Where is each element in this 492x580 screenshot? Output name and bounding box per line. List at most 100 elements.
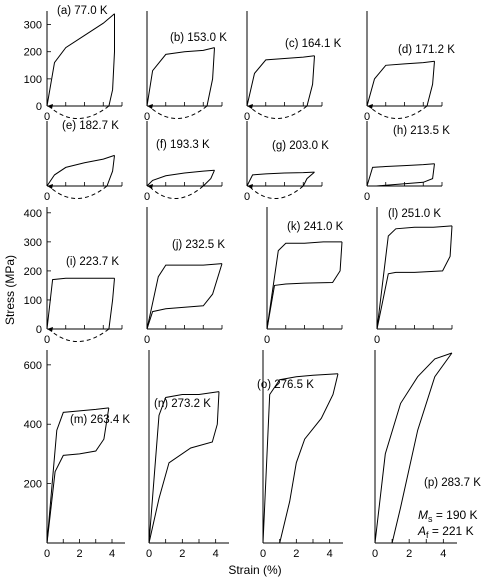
panel-p: 0 2 4 (p) 283.7 K — [372, 350, 481, 560]
panel-label: (g) 203.0 K — [272, 140, 329, 152]
loading-curve — [146, 47, 215, 107]
panel-label: (f) 193.3 K — [156, 139, 210, 151]
arrowhead — [47, 184, 53, 189]
recovery-curve — [150, 105, 208, 119]
x-tick-label: 2 — [179, 548, 185, 560]
unloading-curve — [302, 171, 315, 187]
arrowhead — [47, 104, 53, 109]
panel-g: 0 (g) 203.0 K — [244, 121, 329, 203]
x-tick-label: 0 — [364, 191, 370, 203]
annotation-ms: Ms = 190 K — [418, 508, 478, 524]
panel-label: (c) 164.1 K — [285, 38, 342, 50]
loading-curve — [46, 13, 115, 107]
y-axis-title: Stress (MPa) — [3, 255, 17, 325]
x-tick-label: 0 — [372, 548, 378, 560]
panel-label: (o) 276.5 K — [257, 379, 314, 391]
arrowhead — [247, 104, 253, 109]
loading-curve — [374, 352, 453, 544]
arrowhead — [147, 184, 153, 189]
arrowhead — [147, 104, 153, 109]
panel-label: (e) 182.7 K — [62, 120, 119, 132]
panel-label: (j) 232.5 K — [172, 239, 225, 251]
panel-label: (h) 213.5 K — [393, 125, 450, 137]
unloading-curve — [206, 47, 215, 107]
recovery-curve — [250, 105, 308, 119]
y-tick-label: 200 — [24, 266, 42, 278]
panel-f: 0 (f) 193.3 K — [144, 121, 223, 203]
panel-label: (b) 153.0 K — [170, 32, 227, 44]
loading-curve — [262, 373, 339, 544]
annotation-at: Af = 221 K — [417, 524, 474, 540]
y-tick-label: 100 — [24, 295, 42, 307]
arrowhead — [367, 104, 373, 109]
unloading-curve — [376, 163, 435, 187]
panel-h: 0 (h) 213.5 K — [364, 121, 450, 203]
loading-curve — [146, 263, 223, 330]
unloading-curve — [46, 407, 110, 544]
panel-n: 0 2 4 (n) 273.2 K — [146, 350, 229, 560]
y-tick-label: 0 — [36, 101, 42, 113]
unloading-curve — [426, 61, 435, 107]
panel-label: (l) 251.0 K — [388, 208, 441, 220]
x-tick-label: 4 — [327, 548, 333, 560]
loading-curve — [366, 60, 435, 107]
x-tick-label: 2 — [406, 548, 412, 560]
panel-label: (m) 263.4 K — [70, 414, 130, 426]
x-tick-label: 0 — [44, 548, 50, 560]
loading-curve — [146, 169, 215, 187]
x-tick-label: 0 — [364, 111, 370, 123]
panel-label: (a) 77.0 K — [57, 5, 108, 17]
loading-curve — [246, 171, 315, 187]
unloading-curve — [391, 352, 453, 544]
loading-curve — [366, 163, 435, 187]
panel-i: 0 100 200 300 400 0 (i) 223.7 K — [24, 207, 123, 346]
loading-curve — [246, 55, 315, 107]
x-tick-label: 0 — [260, 548, 266, 560]
y-tick-label: 400 — [24, 208, 42, 220]
panel-label: (d) 171.2 K — [398, 44, 455, 56]
panel-label: (i) 223.7 K — [66, 256, 119, 268]
x-tick-label: 0 — [244, 111, 250, 123]
x-tick-label: 2 — [293, 548, 299, 560]
loading-curve — [46, 154, 115, 187]
x-tick-label: 4 — [440, 548, 446, 560]
loading-curve — [376, 225, 453, 330]
x-tick-label: 0 — [244, 191, 250, 203]
x-tick-label: 0 — [44, 334, 50, 346]
panel-m: 200 400 600 0 2 4 (m) 263.4 K — [24, 350, 130, 560]
x-tick-label: 4 — [213, 548, 219, 560]
panel-j: 0 (j) 232.5 K — [144, 207, 225, 346]
y-tick-label: 200 — [24, 47, 42, 59]
y-tick-label: 300 — [24, 20, 42, 32]
unloading-curve — [146, 263, 223, 330]
unloading-curve — [376, 225, 453, 330]
unloading-curve — [106, 155, 115, 187]
arrowhead — [47, 327, 53, 332]
panel-label: (p) 283.7 K — [424, 477, 481, 489]
y-tick-label: 600 — [24, 360, 42, 372]
panel-label: (k) 241.0 K — [287, 221, 344, 233]
unloading-curve — [266, 241, 343, 330]
panel-label: (n) 273.2 K — [154, 398, 211, 410]
unloading-curve — [202, 169, 215, 187]
x-tick-label: 0 — [144, 111, 150, 123]
panel-e: 0 (e) 182.7 K — [44, 120, 123, 203]
unloading-curve — [148, 391, 220, 544]
x-tick-label: 2 — [76, 548, 82, 560]
recovery-curve — [250, 185, 304, 199]
x-tick-label: 0 — [374, 334, 380, 346]
panel-b: 0 (b) 153.0 K — [144, 11, 227, 123]
loading-curve — [266, 241, 342, 330]
recovery-curve — [50, 328, 110, 342]
x-tick-label: 0 — [44, 111, 50, 123]
unloading-curve — [279, 373, 339, 544]
y-tick-label: 0 — [36, 324, 42, 336]
y-tick-label: 400 — [24, 419, 42, 431]
unloading-curve — [108, 278, 115, 330]
panel-d: 0 (d) 171.2 K — [364, 11, 455, 123]
x-axis-title: Strain (%) — [228, 563, 281, 577]
recovery-curve — [370, 105, 428, 119]
x-tick-label: 0 — [146, 548, 152, 560]
x-tick-label: 0 — [144, 334, 150, 346]
recovery-curve — [150, 185, 204, 199]
